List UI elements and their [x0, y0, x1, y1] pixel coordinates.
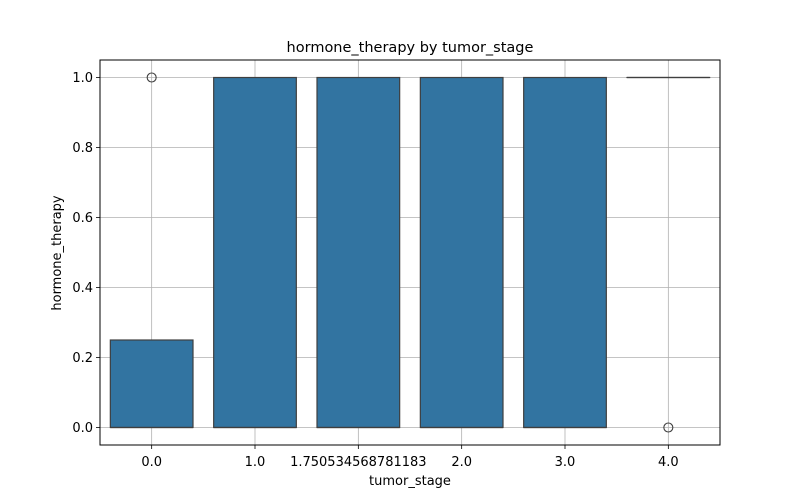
- y-tick-label: 0.2: [72, 351, 93, 366]
- y-tick-label: 1.0: [72, 71, 93, 86]
- y-tick-label: 0.4: [72, 281, 93, 296]
- x-tick-label: 2.0: [451, 455, 472, 470]
- box: [109, 339, 194, 429]
- y-tick-label: 0.8: [72, 141, 93, 156]
- box: [316, 76, 401, 429]
- x-tick-label: 4.0: [658, 455, 679, 470]
- chart-title: hormone_therapy by tumor_stage: [287, 40, 534, 56]
- x-tick-label: 1.0: [245, 455, 266, 470]
- box: [419, 76, 504, 429]
- y-tick-label: 0.0: [72, 421, 93, 436]
- y-tick-label: 0.6: [72, 211, 93, 226]
- x-tick-label: 3.0: [555, 455, 576, 470]
- plot-frame: [99, 59, 721, 446]
- x-axis-label: tumor_stage: [369, 474, 451, 489]
- boxes: [109, 72, 711, 433]
- box: [523, 76, 607, 429]
- ticks: 0.0 0.2 0.4 0.6 0.8 1.0 0.0 1.0 1.75053456878118…: [72, 71, 678, 470]
- x-tick-label: 0.0: [141, 455, 162, 470]
- x-tick-label: 1.750534568781183: [290, 455, 426, 470]
- box: [213, 76, 297, 429]
- y-axis-label: hormone_therapy: [50, 195, 65, 311]
- outlier-point: [146, 72, 157, 83]
- outlier-point: [663, 422, 674, 433]
